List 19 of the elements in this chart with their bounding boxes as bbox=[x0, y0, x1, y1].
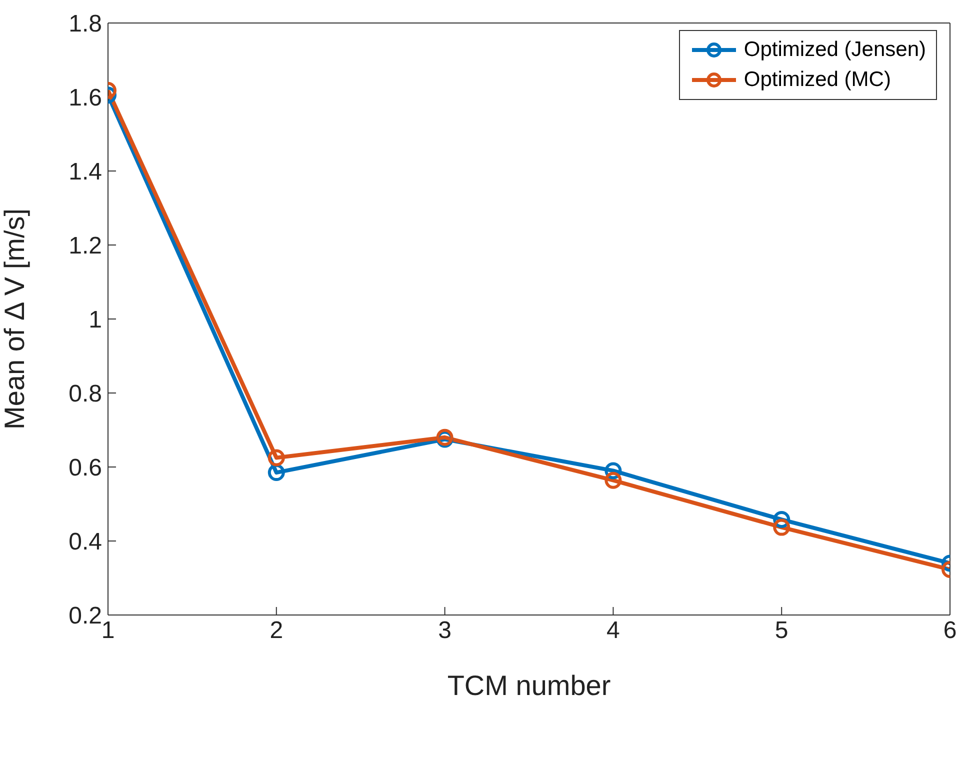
y-tick-label: 0.2 bbox=[68, 602, 102, 630]
x-tick-label: 3 bbox=[438, 617, 452, 644]
legend-label: Optimized (Jensen) bbox=[744, 38, 926, 62]
y-tick-label: 1.8 bbox=[68, 10, 102, 38]
y-tick-label: 1.6 bbox=[68, 84, 102, 112]
y-tick-label: 1.4 bbox=[68, 158, 102, 186]
legend-label: Optimized (MC) bbox=[744, 68, 891, 92]
x-axis-title: TCM number bbox=[447, 670, 611, 701]
x-tick-label: 6 bbox=[943, 617, 957, 644]
x-tick-label: 2 bbox=[270, 617, 284, 644]
y-tick-label: 1.2 bbox=[68, 232, 102, 260]
y-tick-label: 1 bbox=[88, 306, 102, 334]
x-tick-label: 4 bbox=[606, 617, 620, 644]
y-tick-label: 0.4 bbox=[68, 528, 102, 556]
x-tick-label: 5 bbox=[774, 617, 788, 644]
y-tick-label: 0.6 bbox=[68, 454, 102, 482]
y-tick-label: 0.8 bbox=[68, 380, 102, 408]
point bbox=[604, 472, 622, 489]
y-axis-title: Mean of Δ V [m/s] bbox=[0, 208, 30, 430]
